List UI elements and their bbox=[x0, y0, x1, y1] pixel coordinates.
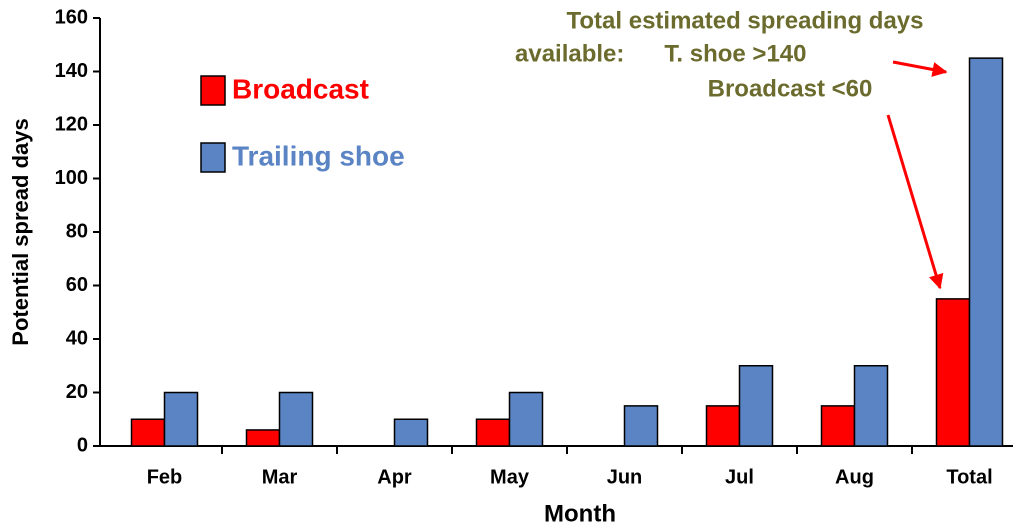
y-tick-label: 40 bbox=[66, 327, 88, 349]
annotation: Total estimated spreading days bbox=[567, 7, 924, 34]
legend-label: Broadcast bbox=[232, 73, 369, 104]
y-tick-label: 160 bbox=[55, 6, 88, 28]
x-tick-label: Jul bbox=[725, 466, 754, 488]
bar bbox=[853, 365, 889, 447]
bar bbox=[245, 429, 281, 447]
bar bbox=[508, 391, 544, 447]
bar bbox=[935, 298, 971, 447]
y-tick-label: 120 bbox=[55, 113, 88, 135]
legend-swatch bbox=[200, 142, 226, 173]
bar bbox=[623, 405, 659, 447]
y-axis-label: Potential spread days bbox=[8, 118, 33, 345]
bar bbox=[705, 405, 741, 447]
y-tick-label: 0 bbox=[77, 434, 88, 456]
bar bbox=[278, 391, 314, 447]
annotation: available: T. shoe >140 bbox=[515, 40, 806, 67]
arrow bbox=[886, 114, 944, 290]
bar bbox=[393, 418, 429, 447]
bar bbox=[738, 365, 774, 447]
bar bbox=[163, 391, 199, 447]
bar bbox=[130, 418, 166, 447]
bar bbox=[475, 418, 511, 447]
y-tick-label: 20 bbox=[66, 381, 88, 403]
x-tick-label: Total bbox=[946, 466, 992, 488]
x-tick-label: Jun bbox=[607, 466, 643, 488]
x-tick-label: May bbox=[490, 466, 530, 488]
x-axis-label: Month bbox=[544, 500, 616, 527]
x-tick-label: Mar bbox=[262, 466, 298, 488]
x-tick-label: Feb bbox=[147, 466, 183, 488]
y-tick-label: 60 bbox=[66, 274, 88, 296]
legend-label: Trailing shoe bbox=[232, 140, 405, 171]
arrow bbox=[892, 60, 948, 77]
annotation: Broadcast <60 bbox=[708, 75, 873, 102]
x-tick-label: Apr bbox=[377, 466, 412, 488]
y-tick-label: 80 bbox=[66, 220, 88, 242]
y-tick-label: 140 bbox=[55, 60, 88, 82]
bar bbox=[968, 57, 1004, 447]
x-tick-label: Aug bbox=[835, 466, 874, 488]
legend-swatch bbox=[200, 75, 226, 106]
y-tick-label: 100 bbox=[55, 167, 88, 189]
bar bbox=[820, 405, 856, 447]
